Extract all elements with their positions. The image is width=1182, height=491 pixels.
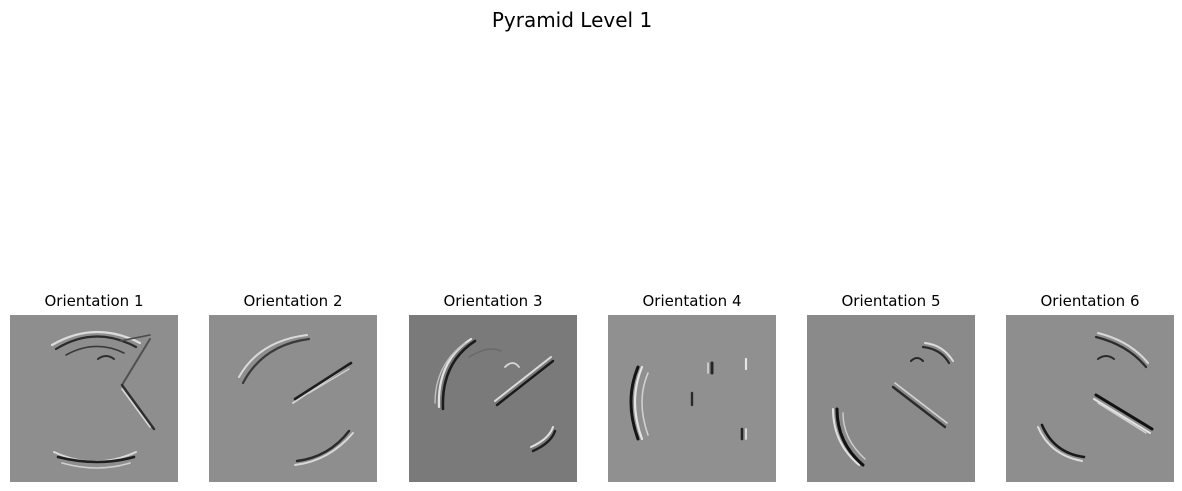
image-background [1006,315,1174,482]
figure-title: Pyramid Level 1 [491,8,653,32]
panel-title: Orientation 3 [443,292,543,310]
filter-response-image [409,315,577,482]
panel-orientation-6: Orientation 6 [1006,290,1174,482]
filter-response-image [10,315,178,482]
panel-orientation-2: Orientation 2 [209,290,377,482]
panel-orientation-4: Orientation 4 [608,290,776,482]
filter-response-image [608,315,776,482]
image-background [209,315,377,482]
filter-response-image [807,315,975,482]
panel-title: Orientation 4 [642,292,742,310]
panel-orientation-1: Orientation 1 [10,290,178,482]
filter-response-image [209,315,377,482]
panel-title: Orientation 6 [1040,292,1140,310]
image-background [10,315,178,482]
panel-orientation-3: Orientation 3 [409,290,577,482]
panel-orientation-5: Orientation 5 [807,290,975,482]
image-background [807,315,975,482]
image-background [409,315,577,482]
filter-response-image [1006,315,1174,482]
panel-title: Orientation 2 [243,292,343,310]
panel-title: Orientation 1 [44,292,144,310]
panel-title: Orientation 5 [841,292,941,310]
